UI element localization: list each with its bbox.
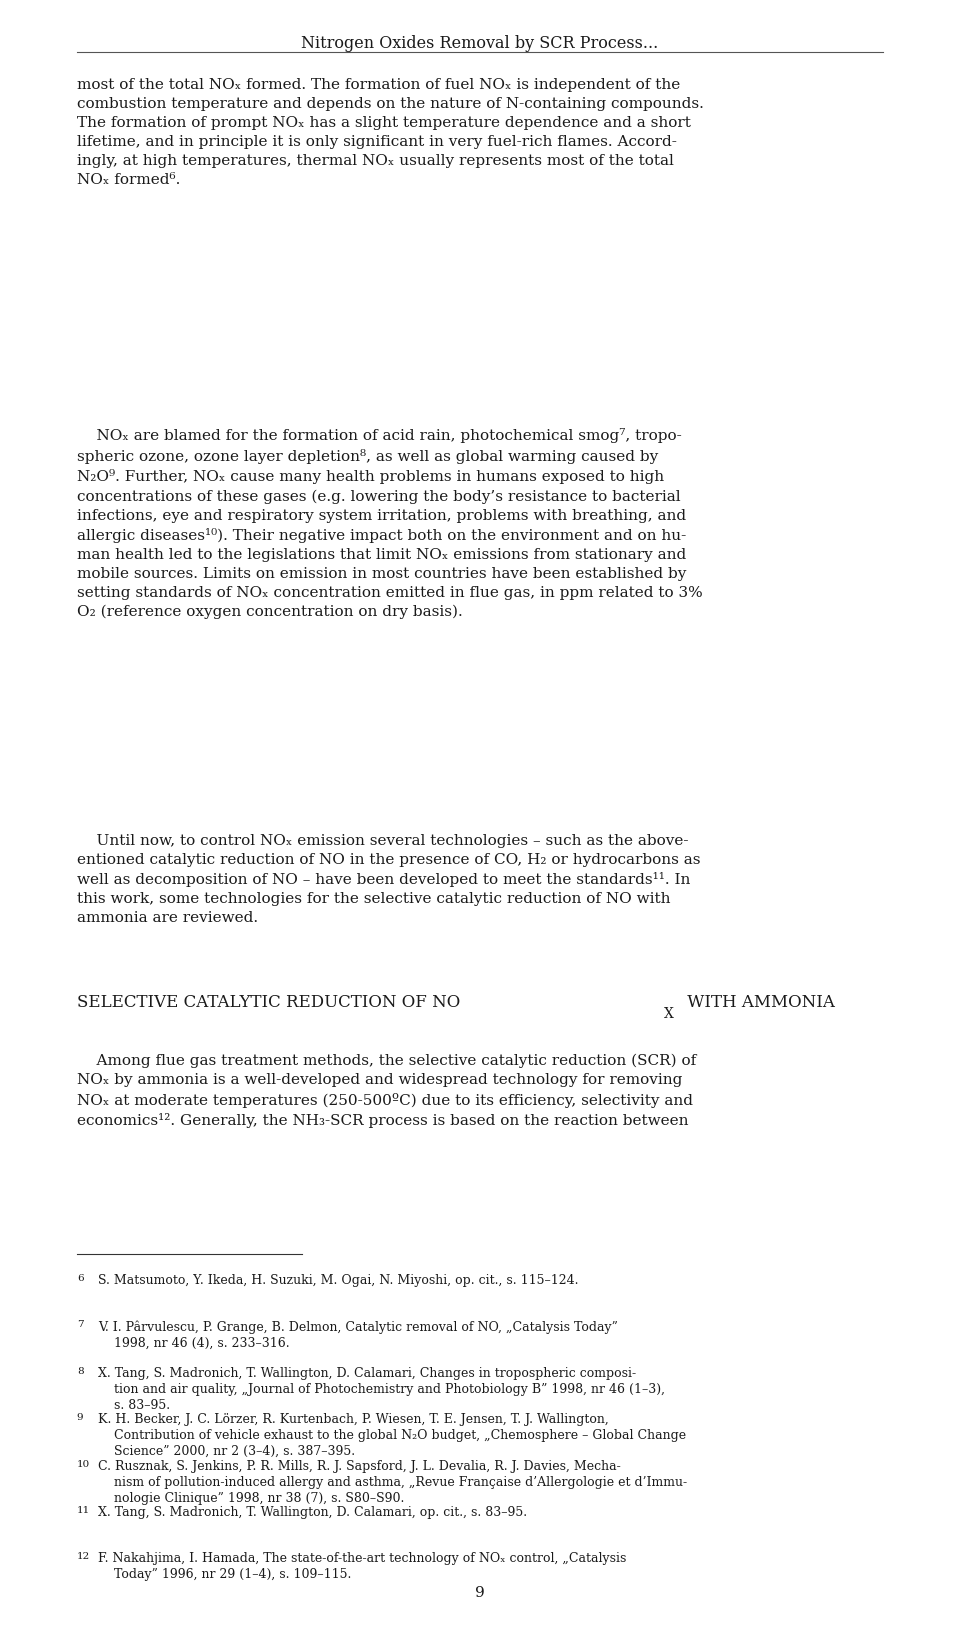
Text: SELECTIVE CATALYTIC REDUCTION OF NO: SELECTIVE CATALYTIC REDUCTION OF NO — [77, 994, 460, 1010]
Text: 6: 6 — [77, 1274, 84, 1284]
Text: Among flue gas treatment methods, the selective catalytic reduction (SCR) of
NOₓ: Among flue gas treatment methods, the se… — [77, 1054, 696, 1129]
Text: 11: 11 — [77, 1505, 90, 1515]
Text: Until now, to control NOₓ emission several technologies – such as the above-
ent: Until now, to control NOₓ emission sever… — [77, 834, 700, 925]
Text: F. Nakahjima, I. Hamada, The state-of-the-art technology of NOₓ control, „Cataly: F. Nakahjima, I. Hamada, The state-of-th… — [98, 1552, 626, 1582]
Text: most of the total NOₓ formed. The formation of fuel NOₓ is independent of the
co: most of the total NOₓ formed. The format… — [77, 78, 704, 187]
Text: X: X — [664, 1007, 674, 1021]
Text: S. Matsumoto, Y. Ikeda, H. Suzuki, M. Ogai, N. Miyoshi, op. cit., s. 115–124.: S. Matsumoto, Y. Ikeda, H. Suzuki, M. Og… — [98, 1274, 579, 1287]
Text: V. I. Pârvulescu, P. Grange, B. Delmon, Catalytic removal of NO, „Catalysis Toda: V. I. Pârvulescu, P. Grange, B. Delmon, … — [98, 1319, 618, 1350]
Text: Nitrogen Oxides Removal by SCR Process...: Nitrogen Oxides Removal by SCR Process..… — [301, 36, 659, 52]
Text: X. Tang, S. Madronich, T. Wallington, D. Calamari, Changes in tropospheric compo: X. Tang, S. Madronich, T. Wallington, D.… — [98, 1367, 665, 1412]
Text: K. H. Becker, J. C. Lörzer, R. Kurtenbach, P. Wiesen, T. E. Jensen, T. J. Wallin: K. H. Becker, J. C. Lörzer, R. Kurtenbac… — [98, 1414, 686, 1458]
Text: 7: 7 — [77, 1319, 84, 1329]
Text: 9: 9 — [475, 1585, 485, 1600]
Text: X. Tang, S. Madronich, T. Wallington, D. Calamari, op. cit., s. 83–95.: X. Tang, S. Madronich, T. Wallington, D.… — [98, 1505, 527, 1518]
Text: 9: 9 — [77, 1414, 84, 1422]
Text: C. Rusznak, S. Jenkins, P. R. Mills, R. J. Sapsford, J. L. Devalia, R. J. Davies: C. Rusznak, S. Jenkins, P. R. Mills, R. … — [98, 1460, 687, 1505]
Text: 8: 8 — [77, 1367, 84, 1377]
Text: 12: 12 — [77, 1552, 90, 1562]
Text: NOₓ are blamed for the formation of acid rain, photochemical smog⁷, tropo-
spher: NOₓ are blamed for the formation of acid… — [77, 428, 703, 619]
Text: 10: 10 — [77, 1460, 90, 1469]
Text: WITH AMMONIA: WITH AMMONIA — [682, 994, 834, 1010]
